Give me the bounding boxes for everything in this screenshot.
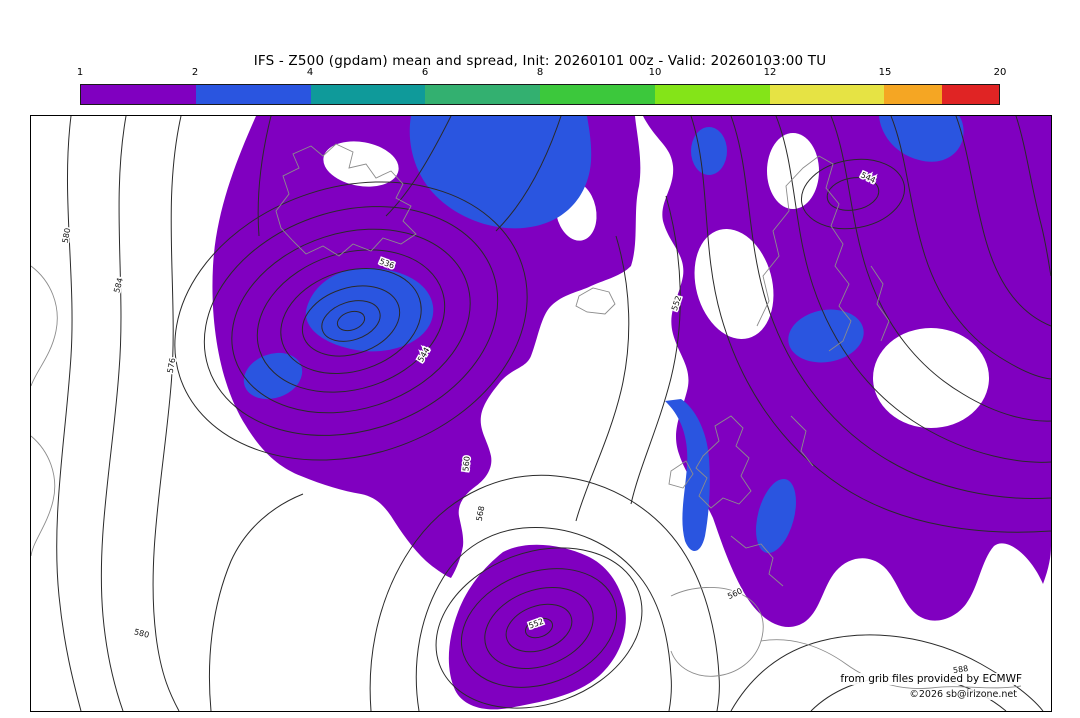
spread-blue-patch [409, 116, 592, 229]
spread-blue-patch [243, 352, 303, 400]
colorbar-tick-label: 10 [648, 67, 662, 78]
colorbar-tick-label: 4 [306, 67, 314, 78]
spread-blue-patch [879, 116, 964, 162]
spread-hole [694, 229, 774, 339]
colorbar-segment [81, 85, 196, 104]
spread-blue-regions [243, 116, 964, 553]
contour-value-label: 560 [461, 456, 472, 472]
colorbar-tick-label: 8 [536, 67, 544, 78]
spread-hole [323, 141, 399, 187]
map-panel: 580 584 576 536 544 560 568 580 552 552 560 544 588 … [30, 115, 1052, 712]
colorbar-segment [540, 85, 655, 104]
colorbar [80, 84, 1000, 105]
spread-hole [873, 328, 989, 428]
colorbar-segment [310, 85, 426, 104]
spread-blue-patch [305, 268, 434, 352]
colorbar-segment [195, 85, 311, 104]
colorbar-tick-label: 20 [993, 67, 1007, 78]
spread-blue-patch [756, 479, 796, 553]
credit-copyright: ©2026 sb@irizone.net [907, 689, 1019, 700]
contour-value-label: 584 [112, 277, 125, 294]
spread-blue-patch [691, 127, 727, 175]
colorbar-ticks: 1 2 4 6 8 10 12 15 20 [76, 67, 1007, 80]
colorbar-tick-label: 2 [191, 67, 199, 78]
colorbar-tick-label: 6 [421, 67, 429, 78]
colorbar-segment [941, 85, 999, 104]
colorbar-tick-label: 12 [763, 67, 777, 78]
chart-title: IFS - Z500 (gpdam) mean and spread, Init… [253, 53, 827, 69]
colorbar-segment [884, 85, 942, 104]
contour-value-label: 576 [166, 357, 178, 374]
spread-blue-patch [665, 399, 710, 552]
colorbar-segment [654, 85, 770, 104]
spread-holes [323, 133, 989, 428]
colorbar-segment [425, 85, 540, 104]
colorbar-tick-label: 15 [878, 67, 892, 78]
height-contours [56, 116, 1051, 711]
colorbar-tick-label: 1 [76, 67, 84, 78]
contour-value-label: 560 [726, 586, 744, 601]
spread-region-northwest [212, 116, 641, 578]
spread-hole [767, 133, 819, 209]
coastlines [31, 143, 1022, 689]
spread-blue-patch [788, 309, 864, 363]
contour-value-label: 568 [475, 505, 487, 522]
contour-value-label: 580 [61, 227, 73, 244]
contour-value-label: 580 [133, 627, 150, 639]
colorbar-segment [769, 85, 885, 104]
spread-region-south-center [448, 544, 626, 710]
credit-source: from grib files provided by ECMWF [837, 673, 1025, 685]
